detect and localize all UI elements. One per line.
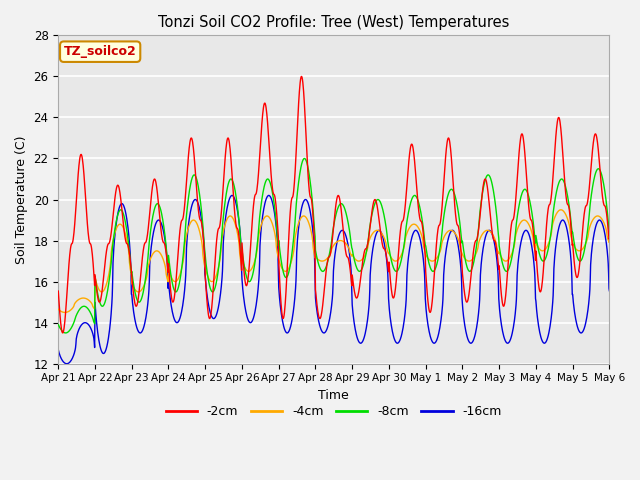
X-axis label: Time: Time — [319, 389, 349, 402]
Text: TZ_soilco2: TZ_soilco2 — [64, 45, 136, 58]
Y-axis label: Soil Temperature (C): Soil Temperature (C) — [15, 135, 28, 264]
Title: Tonzi Soil CO2 Profile: Tree (West) Temperatures: Tonzi Soil CO2 Profile: Tree (West) Temp… — [158, 15, 509, 30]
Legend: -2cm, -4cm, -8cm, -16cm: -2cm, -4cm, -8cm, -16cm — [161, 400, 507, 423]
